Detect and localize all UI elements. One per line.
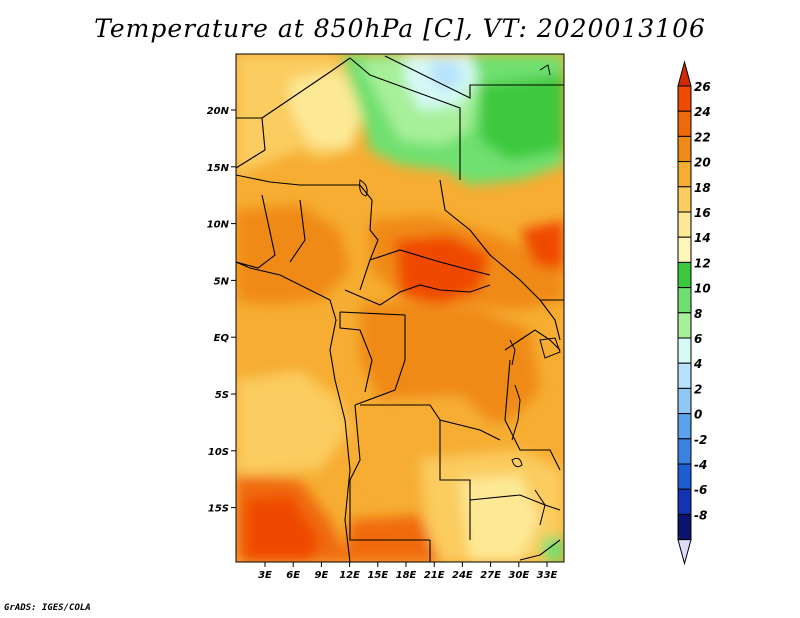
- longitude-axis: 3E 6E 9E 12E 15E 18E 21E 24E 27E 30E 33E: [258, 562, 558, 581]
- legend-label: 0: [694, 408, 702, 422]
- legend-swatch: [677, 362, 692, 389]
- lon-tick-label: 30E: [508, 570, 529, 581]
- legend-swatch: [677, 211, 692, 238]
- lon-tick-label: 21E: [424, 570, 445, 581]
- legend-label: -8: [694, 508, 707, 522]
- lat-tick-label: EQ: [214, 333, 230, 344]
- temperature-field: [236, 54, 564, 562]
- legend-label: 8: [694, 307, 702, 321]
- lon-tick-label: 27E: [480, 570, 501, 581]
- lon-tick-label: 9E: [315, 570, 329, 581]
- legend-label: -4: [694, 458, 707, 472]
- legend-label: 20: [694, 156, 711, 170]
- lon-tick-label: 12E: [339, 570, 360, 581]
- legend-label: -6: [694, 483, 707, 497]
- legend-swatch: [677, 488, 692, 515]
- lat-tick-label: 15S: [208, 504, 229, 515]
- legend-label: 16: [694, 206, 711, 220]
- lat-tick-label: 10S: [208, 447, 229, 458]
- lat-tick-label: 15N: [207, 163, 230, 174]
- legend-swatch: [677, 438, 692, 465]
- legend-swatch: [677, 236, 692, 263]
- lat-tick-label: 5S: [215, 390, 229, 401]
- legend-label: 24: [694, 105, 711, 119]
- legend-label: 6: [694, 332, 702, 346]
- legend-label: 18: [694, 181, 711, 195]
- lon-tick-label: 3E: [258, 570, 272, 581]
- legend-label: 4: [693, 357, 702, 371]
- lon-tick-label: 33E: [537, 570, 558, 581]
- legend-label: 26: [694, 80, 711, 94]
- country-borders: [236, 55, 564, 562]
- legend-label: 10: [694, 282, 711, 296]
- lon-tick-label: 18E: [396, 570, 417, 581]
- lat-tick-label: 20N: [207, 106, 230, 117]
- chart-title: Temperature at 850hPa [C], VT: 202001310…: [94, 14, 706, 43]
- lon-tick-label: 6E: [286, 570, 300, 581]
- lakes: [359, 64, 561, 526]
- legend-swatch: [677, 161, 692, 188]
- legend-swatch: [677, 387, 692, 415]
- lon-tick-label: 15E: [367, 570, 388, 581]
- legend-label: 12: [694, 256, 711, 270]
- coastline: [236, 261, 351, 562]
- legend-swatch: [677, 60, 692, 87]
- legend-swatch: [677, 85, 692, 112]
- legend-swatch: [677, 539, 692, 566]
- legend-label: -2: [694, 433, 707, 447]
- lat-tick-label: 5N: [214, 276, 230, 287]
- latitude-axis: 20N 15N 10N 5N EQ 5S 10S 15S: [207, 106, 236, 515]
- legend-swatch: [677, 186, 692, 213]
- grads-credit: GrADS: IGES/COLA: [4, 603, 91, 613]
- legend-swatch: [677, 513, 692, 541]
- lon-tick-label: 24E: [452, 570, 473, 581]
- legend-swatch: [677, 110, 692, 137]
- legend-swatch: [677, 135, 692, 163]
- legend-swatch: [677, 413, 692, 440]
- legend-swatch: [677, 287, 692, 314]
- legend-swatch: [677, 261, 692, 289]
- legend-swatch: [677, 312, 692, 339]
- legend-label: 2: [694, 382, 702, 396]
- map-frame: [235, 53, 565, 563]
- lat-tick-label: 10N: [207, 220, 230, 231]
- legend-label: 14: [694, 231, 711, 245]
- legend-label: 22: [694, 130, 711, 144]
- legend-swatch: [677, 337, 692, 364]
- legend-swatch: [677, 463, 692, 490]
